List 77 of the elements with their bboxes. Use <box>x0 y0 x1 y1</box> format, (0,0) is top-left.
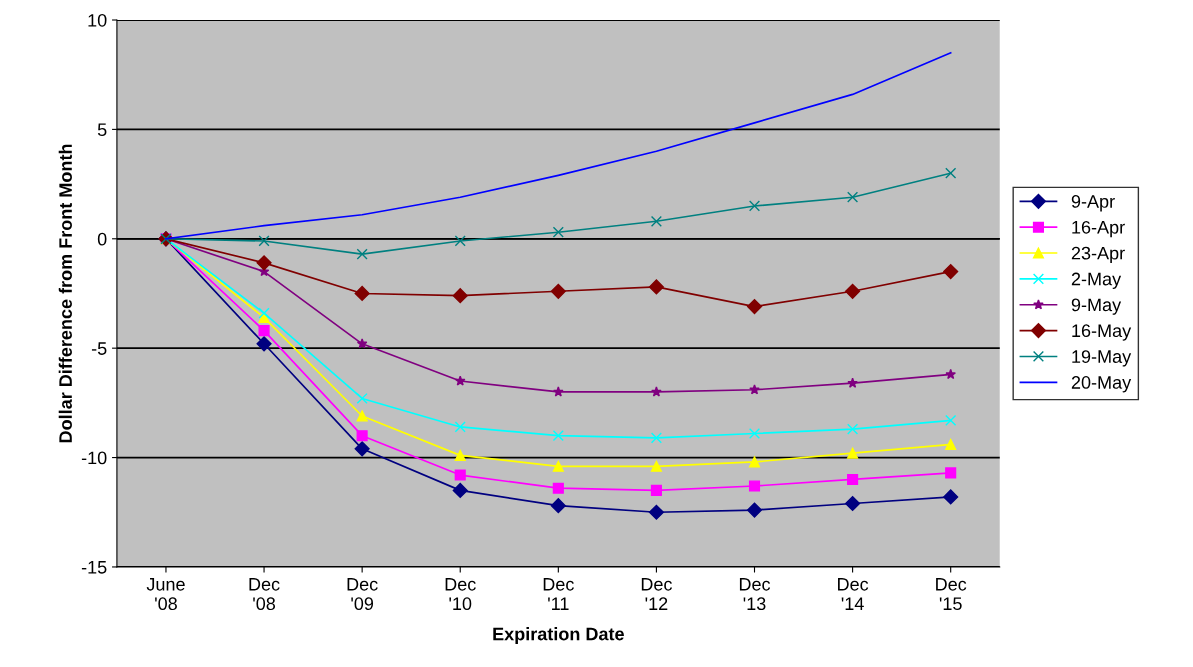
point <box>651 386 662 397</box>
y-tick-label: 0 <box>97 232 107 246</box>
y-tick-label: -10 <box>81 451 107 465</box>
point <box>945 438 957 450</box>
point <box>650 432 662 444</box>
x-tick-label: Dec '10 <box>445 578 476 611</box>
point <box>945 467 957 479</box>
point <box>748 200 761 212</box>
point <box>945 414 957 426</box>
y-tick-label: -5 <box>91 342 107 355</box>
point <box>454 375 466 386</box>
point <box>746 502 763 518</box>
y-tick-label: -15 <box>81 561 107 574</box>
legend-label: 9-Apr <box>1071 195 1115 212</box>
y-tick-label: 10 <box>88 13 107 27</box>
x-tick-label: Dec '12 <box>641 578 672 610</box>
x-tick-label: Dec '14 <box>838 578 869 610</box>
point <box>258 325 270 337</box>
point <box>552 430 564 442</box>
point <box>847 473 859 485</box>
point <box>356 410 368 422</box>
point <box>552 460 564 472</box>
legend-label: 23-Apr <box>1071 246 1125 264</box>
point <box>943 264 959 280</box>
point <box>845 495 861 512</box>
x-tick-label: June '08 <box>146 578 185 611</box>
point <box>945 368 957 380</box>
point <box>552 226 564 238</box>
legend-label: 16-May <box>1072 324 1132 341</box>
point <box>648 504 664 520</box>
point <box>452 288 468 304</box>
y-tick-label: 5 <box>97 123 107 137</box>
x-tick-label: Dec '08 <box>249 578 280 611</box>
point <box>454 469 466 481</box>
point <box>356 430 368 442</box>
point <box>847 423 859 435</box>
point <box>256 255 272 271</box>
point <box>356 392 368 405</box>
point <box>454 421 466 433</box>
point <box>354 285 370 302</box>
x-axis-title: Expiration Date <box>493 627 624 644</box>
point <box>452 482 468 498</box>
point <box>550 283 566 299</box>
point <box>650 484 662 496</box>
point <box>454 235 466 247</box>
legend-label: 19-May <box>1072 350 1132 367</box>
point <box>258 307 270 319</box>
point <box>454 449 466 461</box>
point <box>945 167 957 179</box>
point <box>845 283 861 299</box>
legend-label: 16-Apr <box>1072 220 1125 238</box>
point <box>258 235 270 247</box>
point <box>256 336 272 352</box>
point <box>356 338 368 349</box>
point <box>650 460 662 472</box>
point <box>356 248 368 260</box>
point <box>847 447 859 459</box>
x-tick-label: Dec '15 <box>936 578 967 611</box>
point <box>553 386 564 397</box>
point <box>748 427 761 440</box>
legend-label: 20-May <box>1071 376 1132 393</box>
point <box>650 215 662 227</box>
point <box>746 299 763 315</box>
point <box>648 279 664 295</box>
y-axis-title: Dollar Difference from Front Month <box>58 144 72 443</box>
legend-label: 9-May <box>1071 298 1122 315</box>
point <box>847 191 859 203</box>
point <box>847 377 858 388</box>
point <box>943 489 959 505</box>
point <box>550 498 566 514</box>
point <box>552 482 564 494</box>
point <box>354 441 370 457</box>
point <box>748 480 761 492</box>
x-tick-label: Dec '13 <box>739 578 771 611</box>
legend-label: 2-May <box>1071 272 1122 289</box>
x-tick-label: Dec '11 <box>543 578 574 610</box>
x-tick-label: Dec '09 <box>347 578 378 611</box>
